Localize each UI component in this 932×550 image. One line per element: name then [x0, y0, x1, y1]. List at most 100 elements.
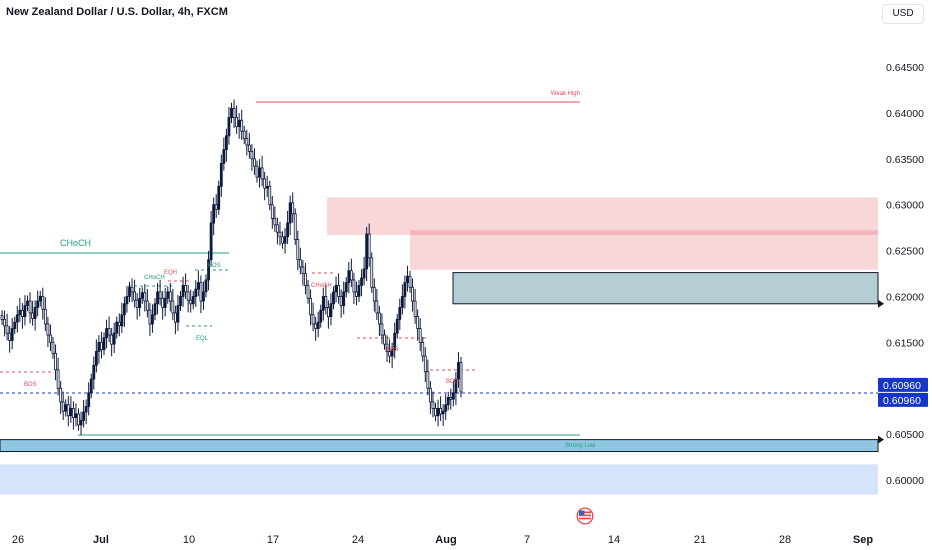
- candle: [395, 313, 399, 339]
- candle-body: [105, 328, 108, 339]
- time-tick-label: 17: [267, 534, 279, 546]
- time-axis[interactable]: 26 Jul 10 17 24 Aug 7 14 21 28 Sep: [12, 534, 873, 546]
- candle-body: [393, 332, 397, 351]
- candle-body: [446, 396, 450, 406]
- candle: [309, 289, 312, 326]
- candle: [61, 391, 65, 420]
- candle: [10, 318, 14, 350]
- candle: [441, 404, 445, 427]
- supply-zone-upper[interactable]: [327, 197, 878, 235]
- candle-body: [41, 296, 45, 310]
- candle: [451, 380, 455, 407]
- price-tick-label: 0.62000: [886, 291, 924, 303]
- candle-body: [240, 119, 244, 132]
- zone-edge-marker: [878, 435, 884, 444]
- candle-body: [245, 138, 249, 146]
- candle-body: [18, 309, 22, 316]
- currency-selector-button[interactable]: USD: [882, 4, 924, 24]
- candle-body: [296, 239, 300, 261]
- candle-body: [406, 275, 409, 284]
- candle-body: [77, 413, 80, 426]
- candle-body: [82, 411, 85, 421]
- candle-body: [79, 419, 83, 426]
- strong-low-zone[interactable]: [0, 439, 879, 453]
- price-tick-label: 0.60000: [886, 475, 924, 487]
- candle-body: [89, 378, 93, 394]
- candle-body: [161, 297, 165, 308]
- candle: [102, 332, 106, 356]
- candle: [347, 261, 351, 294]
- candle-body: [56, 369, 60, 389]
- candle-body: [314, 323, 318, 329]
- candle-body: [143, 292, 147, 302]
- candle: [158, 279, 162, 306]
- candle-body: [375, 300, 379, 314]
- candle: [270, 195, 274, 229]
- candle: [161, 291, 165, 320]
- candle: [291, 192, 295, 223]
- candle-body: [334, 285, 338, 293]
- candle: [84, 399, 88, 425]
- candle-body: [370, 257, 374, 288]
- candle: [365, 226, 369, 282]
- candle-body: [72, 408, 75, 418]
- candle-body: [49, 334, 52, 343]
- candle: [390, 342, 394, 369]
- candle-body: [38, 296, 42, 302]
- candle-body: [189, 299, 193, 305]
- candle: [418, 318, 422, 352]
- candle-body: [5, 325, 9, 334]
- candle: [179, 290, 182, 312]
- candle: [385, 335, 389, 362]
- candle: [301, 259, 305, 286]
- zones-layer: [0, 197, 879, 495]
- supply-zone-middle[interactable]: [410, 230, 878, 270]
- candle: [43, 297, 47, 332]
- candle: [135, 292, 139, 320]
- candle: [222, 137, 226, 171]
- candle-body: [428, 387, 432, 403]
- candle-body: [454, 378, 458, 394]
- us-flag-event-icon[interactable]: [576, 507, 594, 525]
- annotation-label: EQL: [196, 336, 209, 342]
- candle-body: [59, 387, 63, 403]
- candle-body: [383, 334, 386, 345]
- candle-body: [217, 185, 221, 210]
- candle-body: [385, 343, 389, 352]
- candle-body: [444, 404, 448, 412]
- candle-body: [196, 282, 200, 290]
- candle: [51, 336, 55, 359]
- candle-body: [15, 314, 19, 323]
- demand-zone[interactable]: [452, 272, 879, 305]
- lower-zone[interactable]: [0, 464, 878, 495]
- candle: [38, 290, 42, 307]
- candle: [120, 302, 124, 333]
- candle-body: [123, 303, 126, 316]
- candle: [13, 316, 17, 335]
- candle: [329, 293, 333, 326]
- candle: [260, 155, 264, 187]
- candle-body: [69, 408, 73, 417]
- candle-body: [110, 334, 114, 345]
- candle-body: [51, 341, 55, 354]
- candle: [250, 144, 254, 171]
- candle: [349, 258, 353, 288]
- candle-body: [125, 296, 129, 305]
- candle-body: [219, 162, 223, 187]
- candle: [110, 327, 114, 357]
- candle: [166, 286, 170, 304]
- candle: [268, 180, 272, 211]
- candle-body: [411, 286, 414, 302]
- candle: [66, 395, 70, 427]
- price-axis[interactable]: 0.64500 0.64000 0.63500 0.63000 0.62500 0.620…: [878, 62, 928, 487]
- candle-body: [224, 135, 228, 150]
- candle-body: [288, 202, 292, 224]
- candle-body: [408, 275, 412, 288]
- candle: [298, 247, 302, 275]
- annotation-label: CHoCH: [60, 238, 91, 248]
- candle: [247, 132, 251, 159]
- candle: [199, 275, 203, 314]
- candle: [255, 160, 259, 183]
- candle: [94, 339, 98, 373]
